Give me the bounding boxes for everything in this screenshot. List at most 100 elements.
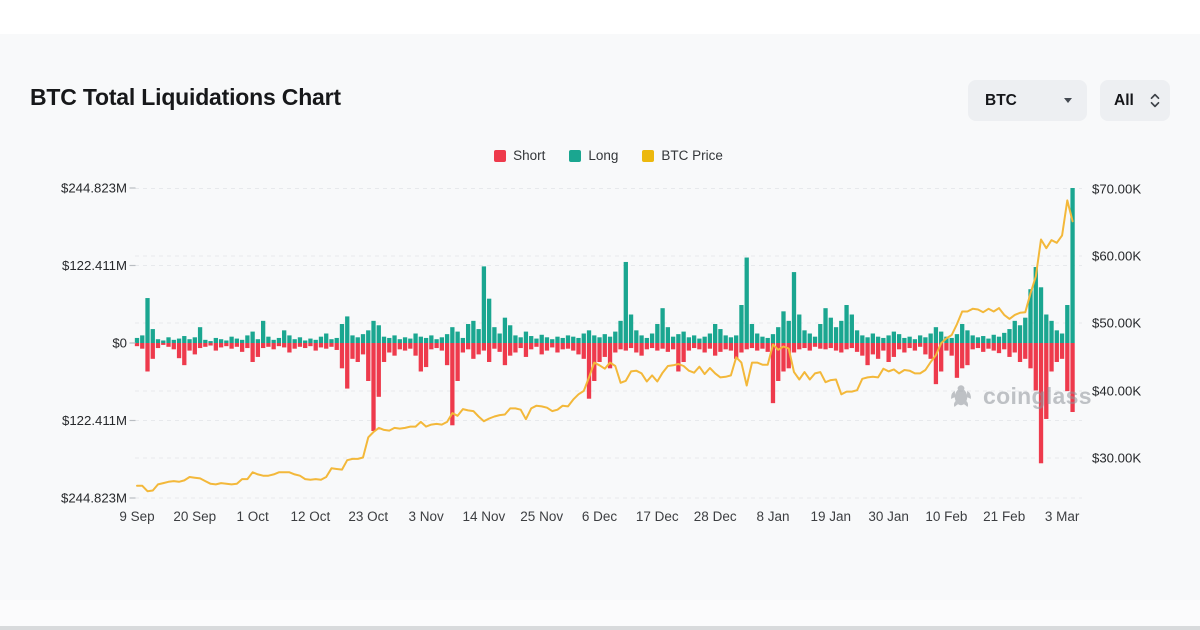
bar-long bbox=[686, 337, 692, 343]
bar-long bbox=[439, 337, 444, 343]
bar-short bbox=[1012, 343, 1017, 353]
bar-long bbox=[423, 337, 429, 343]
bar-short bbox=[644, 343, 649, 350]
bar-short bbox=[471, 343, 476, 359]
bar-long bbox=[833, 327, 839, 343]
bar-short bbox=[697, 343, 702, 350]
bar-long bbox=[229, 336, 234, 343]
bar-short bbox=[134, 343, 140, 347]
bar-long bbox=[150, 329, 155, 343]
bar-long bbox=[387, 337, 392, 343]
x-axis-label: 30 Jan bbox=[868, 509, 909, 524]
bar-long bbox=[339, 324, 345, 343]
bar-short bbox=[686, 343, 692, 351]
x-axis-label: 21 Feb bbox=[983, 509, 1025, 524]
bar-long bbox=[828, 317, 833, 343]
legend-item-long[interactable]: Long bbox=[569, 148, 618, 163]
bar-short bbox=[450, 343, 455, 426]
left-axis-label: $0 bbox=[112, 336, 127, 351]
bar-short bbox=[1033, 343, 1038, 391]
bar-long bbox=[781, 311, 786, 343]
bar-long bbox=[949, 337, 954, 343]
bar-short bbox=[713, 343, 718, 356]
bar-long bbox=[450, 327, 455, 343]
bar-short bbox=[670, 343, 676, 350]
bar-long bbox=[397, 339, 402, 343]
bar-long bbox=[849, 314, 854, 343]
legend-item-short[interactable]: Short bbox=[494, 148, 545, 163]
legend-item-btc-price[interactable]: BTC Price bbox=[642, 148, 723, 163]
bar-short bbox=[576, 343, 581, 355]
bar-long bbox=[676, 334, 681, 343]
bar-long bbox=[586, 330, 592, 343]
bar-long bbox=[324, 333, 329, 343]
bar-short bbox=[912, 343, 918, 351]
bar-long bbox=[802, 330, 807, 343]
bar-short bbox=[1028, 343, 1033, 369]
bar-long bbox=[318, 336, 324, 343]
bar-long bbox=[791, 272, 797, 343]
bar-short bbox=[865, 343, 870, 366]
bar-short bbox=[581, 343, 586, 359]
bar-short bbox=[161, 343, 166, 345]
bar-long bbox=[371, 320, 376, 343]
bar-long bbox=[1023, 317, 1028, 343]
top-margin bbox=[0, 0, 1200, 34]
bar-short bbox=[797, 343, 802, 350]
chevron-up-down-icon bbox=[1150, 93, 1160, 108]
bar-short bbox=[765, 343, 770, 352]
bar-short bbox=[529, 343, 534, 350]
bar-long bbox=[860, 335, 865, 343]
bar-long bbox=[1007, 329, 1012, 343]
btc-price-swatch-icon bbox=[642, 149, 655, 162]
bar-long bbox=[681, 331, 686, 343]
bar-long bbox=[660, 308, 665, 343]
bar-short bbox=[960, 343, 965, 369]
bar-short bbox=[334, 343, 339, 350]
bar-long bbox=[213, 337, 218, 343]
bar-long bbox=[134, 337, 140, 343]
bar-short bbox=[939, 343, 944, 372]
symbol-select-value: BTC bbox=[985, 91, 1017, 109]
bar-short bbox=[660, 343, 665, 349]
bar-long bbox=[981, 336, 986, 343]
bar-short bbox=[655, 343, 660, 351]
chevron-down-icon bbox=[1064, 98, 1072, 103]
page-title: BTC Total Liquidations Chart bbox=[30, 84, 341, 110]
range-select[interactable]: All bbox=[1100, 80, 1170, 121]
bar-long bbox=[529, 336, 534, 343]
bar-short bbox=[324, 343, 329, 349]
bar-short bbox=[902, 343, 907, 353]
bar-long bbox=[497, 333, 502, 343]
bar-short bbox=[1007, 343, 1012, 357]
bar-long bbox=[329, 339, 334, 343]
bar-long bbox=[634, 330, 639, 343]
bar-long bbox=[271, 339, 276, 343]
bar-short bbox=[492, 343, 497, 349]
bar-short bbox=[881, 343, 886, 351]
bar-long bbox=[760, 336, 765, 343]
bar-long bbox=[140, 335, 145, 343]
bar-long bbox=[1012, 320, 1017, 343]
bar-short bbox=[276, 343, 282, 347]
bar-short bbox=[791, 343, 797, 353]
bar-short bbox=[287, 343, 292, 353]
bar-short bbox=[150, 343, 155, 359]
bar-long bbox=[718, 329, 723, 343]
bar-short bbox=[954, 343, 960, 378]
bar-long bbox=[797, 314, 802, 343]
bar-long bbox=[434, 339, 439, 343]
bar-short bbox=[907, 343, 912, 349]
bar-short bbox=[728, 343, 734, 351]
bar-short bbox=[944, 343, 949, 351]
bar-short bbox=[854, 343, 860, 352]
bar-long bbox=[755, 333, 760, 343]
bar-short bbox=[250, 343, 255, 362]
bar-short bbox=[392, 343, 397, 356]
bar-long bbox=[192, 337, 197, 343]
bar-long bbox=[360, 334, 366, 343]
symbol-select[interactable]: BTC bbox=[968, 80, 1087, 121]
bar-long bbox=[282, 330, 287, 343]
bar-short bbox=[192, 343, 197, 355]
